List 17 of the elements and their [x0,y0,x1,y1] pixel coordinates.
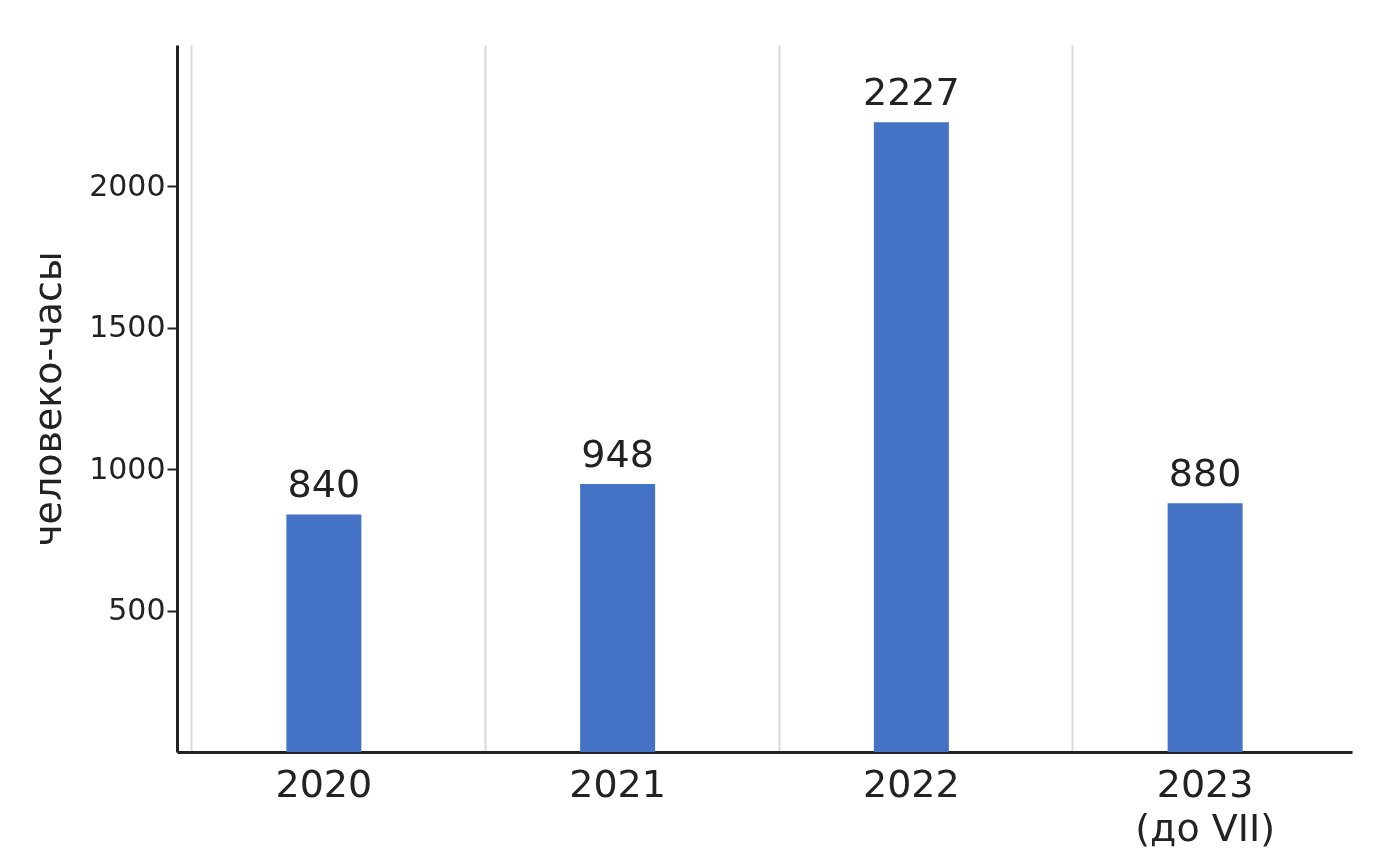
y-axis-title: человеко-часы [26,251,71,547]
y-tick-label: 1000 [89,450,166,486]
bar [1167,503,1243,752]
y-tick-label: 2000 [89,167,166,203]
data-label: 948 [581,431,654,476]
y-tick-label: 500 [108,592,166,628]
y-tick-label: 1500 [89,309,166,345]
data-label: 2227 [863,70,960,115]
bar [580,483,656,752]
x-tick-label: 2021 [569,761,666,806]
x-tick-label: 2020 [275,761,373,806]
data-label: 840 [287,462,361,507]
x-tick-label: 2022 [863,761,960,806]
bar [873,122,949,752]
bar [286,514,362,752]
data-label: 880 [1168,451,1242,496]
x-tick-label: 2023 (до VII) [1135,761,1275,850]
